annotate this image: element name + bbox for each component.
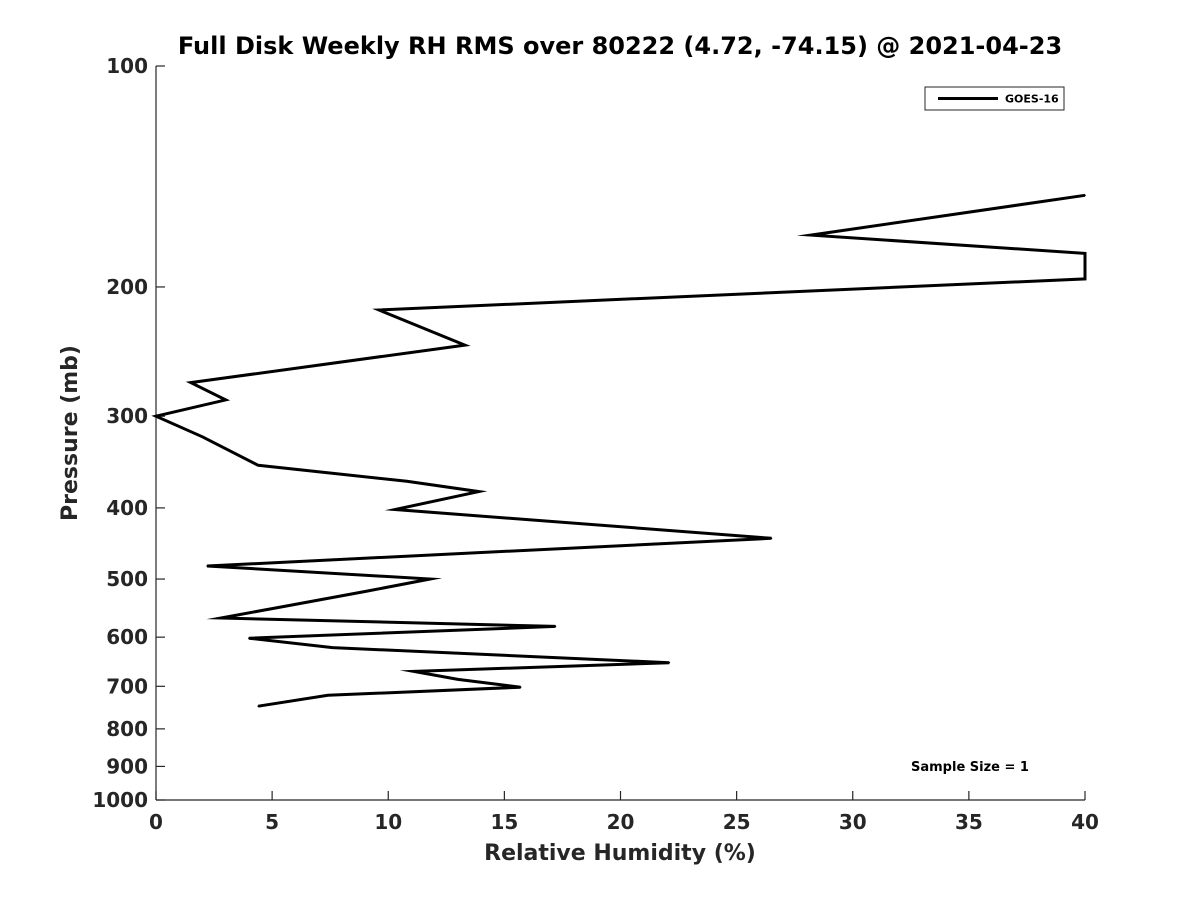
data-point-goes-16-15 [206, 565, 208, 567]
data-point-goes-16-6 [190, 381, 192, 384]
data-point-goes-16-5 [464, 344, 466, 346]
data-point-goes-16-11 [406, 480, 408, 483]
plot-background [156, 66, 1085, 800]
x-tick-label-6: 30 [839, 810, 867, 834]
y-tick-label-7: 800 [106, 717, 148, 741]
data-point-goes-16-7 [224, 399, 227, 401]
data-point-goes-16-19 [220, 617, 222, 619]
data-point-goes-16-13 [394, 508, 397, 511]
y-axis-label: Pressure (mb) [58, 345, 83, 521]
data-point-goes-16-14 [770, 537, 773, 540]
x-tick-label-4: 20 [607, 810, 635, 834]
data-point-goes-16-12 [478, 490, 480, 493]
x-tick-label-7: 35 [955, 810, 983, 834]
x-tick-label-3: 15 [490, 810, 518, 834]
chart-title: Full Disk Weekly RH RMS over 80222 (4.72… [178, 32, 1062, 60]
data-point-goes-16-18 [282, 605, 285, 608]
data-point-goes-16-24 [412, 670, 415, 673]
data-point-goes-16-17 [364, 590, 366, 593]
data-point-goes-16-26 [519, 686, 522, 689]
x-ticks: 0 5 10 15 20 25 30 35 40 [149, 791, 1099, 834]
data-point-goes-16-22 [331, 646, 334, 649]
data-point-goes-16-3 [1084, 278, 1086, 280]
y-tick-label-6: 700 [106, 674, 148, 698]
data-point-goes-16-4 [378, 309, 380, 311]
data-point-goes-16-1 [810, 234, 812, 236]
data-point-goes-16-16 [429, 578, 431, 580]
series-layer [151, 193, 1087, 708]
data-point-goes-16-25 [457, 678, 459, 681]
x-tick-label-2: 10 [374, 810, 402, 834]
x-tick-label-1: 5 [265, 810, 279, 834]
sample-size-annotation: Sample Size = 1 [911, 760, 1029, 775]
data-point-goes-16-27 [327, 694, 329, 697]
y-tick-label-3: 400 [106, 496, 148, 520]
x-tick-label-0: 0 [149, 810, 163, 834]
data-point-goes-16-20 [554, 625, 557, 628]
data-point-goes-16-0 [1084, 194, 1086, 197]
data-point-goes-16-21 [248, 637, 250, 640]
y-ticks: 100 200 300 400 500 600 700 800 900 1000 [92, 54, 165, 812]
y-tick-label-9: 1000 [92, 788, 148, 812]
y-tick-label-4: 500 [106, 567, 148, 591]
y-tick-label-5: 600 [106, 625, 148, 649]
legend: GOES-16 [924, 86, 1065, 111]
x-axis-label: Relative Humidity (%) [484, 841, 756, 866]
data-point-goes-16-10 [257, 464, 259, 467]
legend-label-goes-16: GOES-16 [1005, 93, 1059, 106]
data-point-goes-16-23 [668, 661, 671, 664]
data-point-goes-16-28 [257, 705, 259, 707]
y-tick-label-8: 900 [106, 754, 148, 778]
y-tick-label-1: 200 [106, 275, 148, 299]
plot-area [156, 66, 1085, 800]
x-tick-label-5: 25 [723, 810, 751, 834]
y-tick-label-0: 100 [106, 54, 148, 78]
y-tick-label-2: 300 [106, 404, 148, 428]
x-tick-label-8: 40 [1071, 810, 1099, 834]
data-point-goes-16-2 [1084, 252, 1086, 255]
data-point-goes-16-8 [155, 415, 157, 418]
data-point-goes-16-9 [201, 435, 204, 438]
